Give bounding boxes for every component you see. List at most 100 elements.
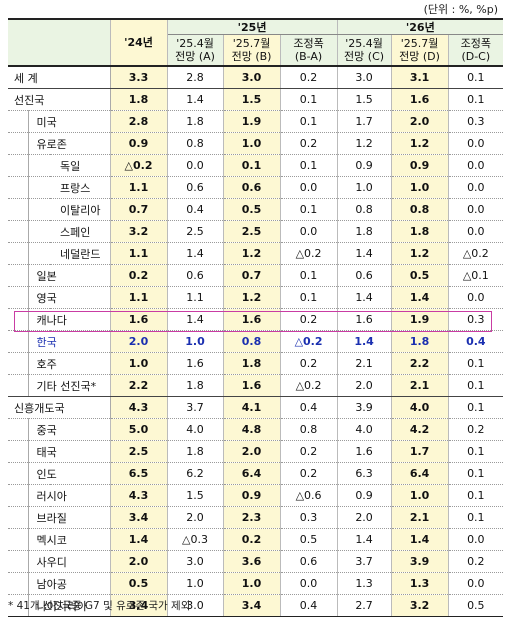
value-cell: 1.8 [167, 440, 224, 463]
row-label: 기타 선진국* [28, 374, 111, 397]
row-label: 캐나다 [28, 308, 111, 331]
value-cell: 0.9 [223, 484, 281, 507]
table-row: 나이지리아 3.4 3.0 3.4 0.4 2.7 3.2 0.5 [8, 594, 504, 617]
value-cell: 0.0 [448, 154, 504, 177]
indent-cell [8, 594, 29, 617]
value-cell: 2.5 [223, 220, 281, 243]
value-cell: 1.5 [337, 88, 392, 111]
value-cell: 5.0 [110, 418, 168, 441]
value-cell: 0.5 [110, 572, 168, 595]
value-cell: 2.2 [391, 352, 449, 375]
value-cell: 0.4 [280, 594, 338, 617]
table-row: 멕시코 1.4 △0.3 0.2 0.5 1.4 1.4 0.0 [8, 528, 504, 551]
table-row: 프랑스 1.1 0.6 0.6 0.0 1.0 1.0 0.0 [8, 176, 504, 199]
value-cell: 0.0 [167, 154, 224, 177]
value-cell: 1.0 [110, 352, 168, 375]
value-cell: 0.0 [448, 220, 504, 243]
table-row: 남아공 0.5 1.0 1.0 0.0 1.3 1.3 0.0 [8, 572, 504, 595]
value-cell: 3.3 [110, 66, 168, 89]
table-row: 일본 0.2 0.6 0.7 0.1 0.6 0.5 △0.1 [8, 264, 504, 287]
value-cell: 2.1 [391, 506, 449, 529]
value-cell: 0.5 [391, 264, 449, 287]
value-cell: 2.7 [337, 594, 392, 617]
indent-cell [28, 242, 50, 265]
row-label: 신흥개도국 [8, 396, 111, 419]
value-cell: 0.0 [448, 198, 504, 221]
value-cell: 0.0 [448, 132, 504, 155]
table-row: 미국 2.8 1.8 1.9 0.1 1.7 2.0 0.3 [8, 110, 504, 133]
value-cell: 4.0 [337, 418, 392, 441]
value-cell: 3.6 [223, 550, 281, 573]
value-cell: 1.4 [391, 528, 449, 551]
value-cell: 1.7 [337, 110, 392, 133]
value-cell: 0.8 [391, 198, 449, 221]
indent-cell [8, 154, 29, 177]
value-cell: 1.8 [391, 330, 449, 353]
value-cell: 0.4 [167, 198, 224, 221]
value-cell: 1.6 [223, 308, 281, 331]
value-cell: 0.1 [280, 88, 338, 111]
indent-cell [8, 198, 29, 221]
value-cell: 1.6 [337, 308, 392, 331]
value-cell: 0.9 [337, 484, 392, 507]
value-cell: 1.8 [391, 220, 449, 243]
row-label: 선진국 [8, 88, 111, 111]
indent-cell [8, 176, 29, 199]
indent-cell [8, 374, 29, 397]
value-cell: △0.3 [167, 528, 224, 551]
header-2024: '24년 [110, 19, 168, 67]
indent-cell [28, 176, 50, 199]
value-cell: 0.1 [448, 374, 504, 397]
value-cell: 0.4 [280, 396, 338, 419]
table-row: 기타 선진국* 2.2 1.8 1.6 △0.2 2.0 2.1 0.1 [8, 374, 504, 397]
value-cell: 0.0 [448, 528, 504, 551]
value-cell: 1.1 [167, 286, 224, 309]
table-row: 사우디 2.0 3.0 3.6 0.6 3.7 3.9 0.2 [8, 550, 504, 573]
value-cell: 2.2 [110, 374, 168, 397]
indent-cell [28, 220, 50, 243]
value-cell: 1.9 [223, 110, 281, 133]
value-cell: 1.8 [110, 88, 168, 111]
value-cell: 1.8 [167, 374, 224, 397]
value-cell: 0.5 [223, 198, 281, 221]
value-cell: △0.2 [448, 242, 504, 265]
indent-cell [28, 198, 50, 221]
value-cell: 0.2 [280, 308, 338, 331]
row-label: 프랑스 [50, 176, 111, 199]
indent-cell [8, 352, 29, 375]
value-cell: 1.4 [337, 242, 392, 265]
value-cell: 4.2 [391, 418, 449, 441]
table-row: 유로존 0.9 0.8 1.0 0.2 1.2 1.2 0.0 [8, 132, 504, 155]
table-row: 브라질 3.4 2.0 2.3 0.3 2.0 2.1 0.1 [8, 506, 504, 529]
table-row: 호주 1.0 1.6 1.8 0.2 2.1 2.2 0.1 [8, 352, 504, 375]
row-label: 독일 [50, 154, 111, 177]
row-label: 멕시코 [28, 528, 111, 551]
value-cell: 3.9 [391, 550, 449, 573]
value-cell: 0.8 [337, 198, 392, 221]
value-cell: 1.0 [223, 132, 281, 155]
value-cell: 0.1 [280, 154, 338, 177]
value-cell: 0.2 [280, 132, 338, 155]
value-cell: 2.0 [223, 440, 281, 463]
value-cell: 0.7 [110, 198, 168, 221]
value-cell: 0.8 [223, 330, 281, 353]
value-cell: 0.1 [448, 462, 504, 485]
value-cell: △0.2 [110, 154, 168, 177]
value-cell: 3.2 [110, 220, 168, 243]
value-cell: 0.2 [280, 440, 338, 463]
table-row: 한국 2.0 1.0 0.8 △0.2 1.4 1.8 0.4 [8, 330, 504, 353]
value-cell: 0.2 [280, 66, 338, 89]
value-cell: 1.5 [167, 484, 224, 507]
table-row: 영국 1.1 1.1 1.2 0.1 1.4 1.4 0.0 [8, 286, 504, 309]
value-cell: 2.5 [167, 220, 224, 243]
value-cell: 3.1 [391, 66, 449, 89]
value-cell: 0.2 [280, 352, 338, 375]
value-cell: 0.0 [280, 176, 338, 199]
value-cell: 1.4 [167, 88, 224, 111]
table-row: 이탈리아 0.7 0.4 0.5 0.1 0.8 0.8 0.0 [8, 198, 504, 221]
value-cell: 1.0 [391, 176, 449, 199]
value-cell: 1.1 [110, 286, 168, 309]
value-cell: 0.1 [280, 110, 338, 133]
value-cell: 3.9 [337, 396, 392, 419]
value-cell: 0.1 [448, 506, 504, 529]
